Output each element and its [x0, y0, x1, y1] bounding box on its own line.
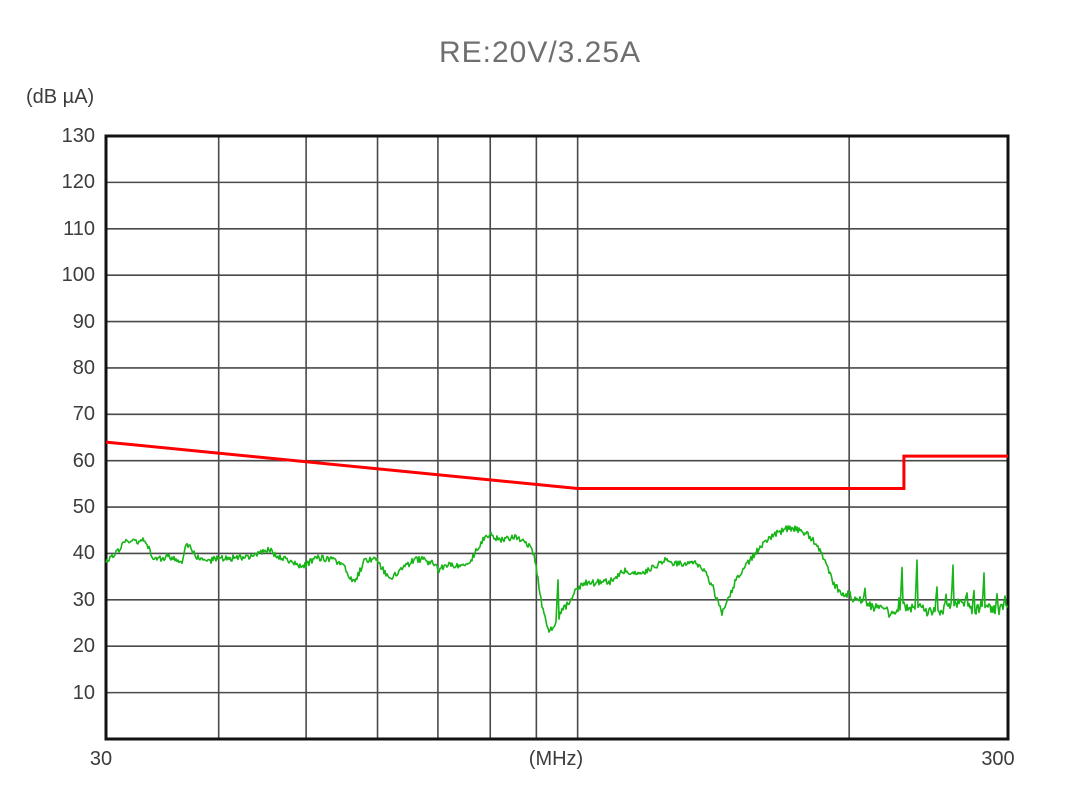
y-axis-tick-label: 130: [61, 125, 95, 147]
measurement-trace-series: [105, 525, 1009, 633]
y-axis-tick-label: 80: [72, 356, 95, 379]
x-axis-unit-label: (MHz): [528, 748, 584, 770]
chart-title: RE:20V/3.25A: [438, 36, 642, 69]
y-axis-tick-label: 30: [72, 588, 95, 611]
y-axis-tick-label: 110: [63, 217, 95, 240]
y-axis-tick-label: 40: [72, 542, 95, 565]
x-axis-tick-min: 30: [89, 748, 113, 770]
x-axis-tick-max: 300: [981, 748, 1015, 770]
y-axis-tick-labels: 130 120 110 100 90 80 70 60 50 40 30 20 10: [0, 0, 95, 807]
y-axis-tick-label: 120: [61, 171, 95, 194]
y-axis-tick-label: 100: [61, 264, 95, 287]
y-axis-tick-label: 20: [72, 635, 95, 658]
plot-border: [104, 134, 1010, 741]
y-axis-tick-label: 10: [72, 681, 95, 704]
y-axis-tick-label: 70: [72, 403, 95, 426]
y-axis-tick-label: 50: [72, 496, 95, 519]
y-axis-tick-label: 60: [72, 449, 95, 472]
limit-line-series: [105, 440, 1008, 490]
y-axis-unit-label: (dB µA): [26, 86, 95, 108]
y-axis-tick-label: 90: [72, 310, 95, 333]
